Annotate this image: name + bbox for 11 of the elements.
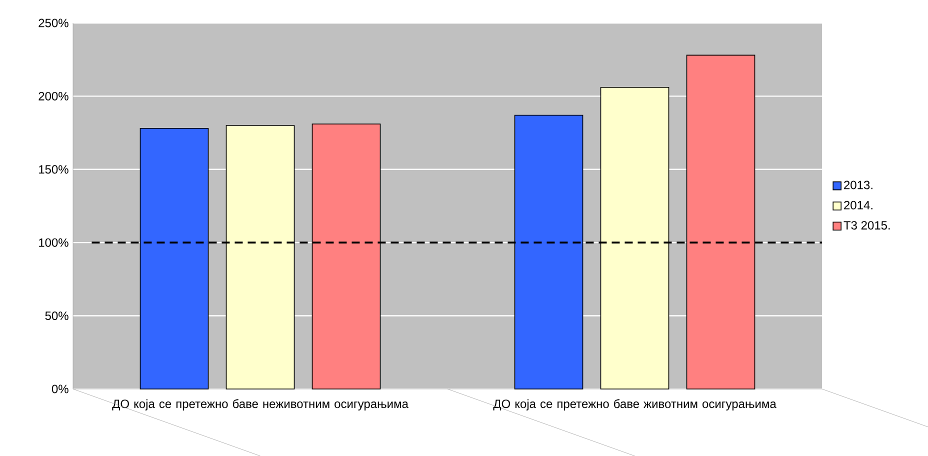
legend-label: Т3 2015.	[844, 221, 890, 230]
y-tick-label: 100%	[39, 238, 68, 247]
y-tick-label: 200%	[38, 92, 68, 100]
x-tick-label: ДО која се претежно баве животним осигурањима	[493, 399, 776, 410]
legend-label: 2013.	[844, 180, 872, 190]
y-tick-label: 0%	[52, 384, 68, 394]
y-tick-label: 50%	[45, 312, 68, 320]
y-tick-label: 150%	[39, 165, 68, 174]
legend-label: 2014.	[844, 200, 872, 210]
y-tick-label: 250%	[38, 18, 68, 28]
x-tick-label: ДО која се претежно баве неживотним осигурањима	[112, 399, 408, 410]
